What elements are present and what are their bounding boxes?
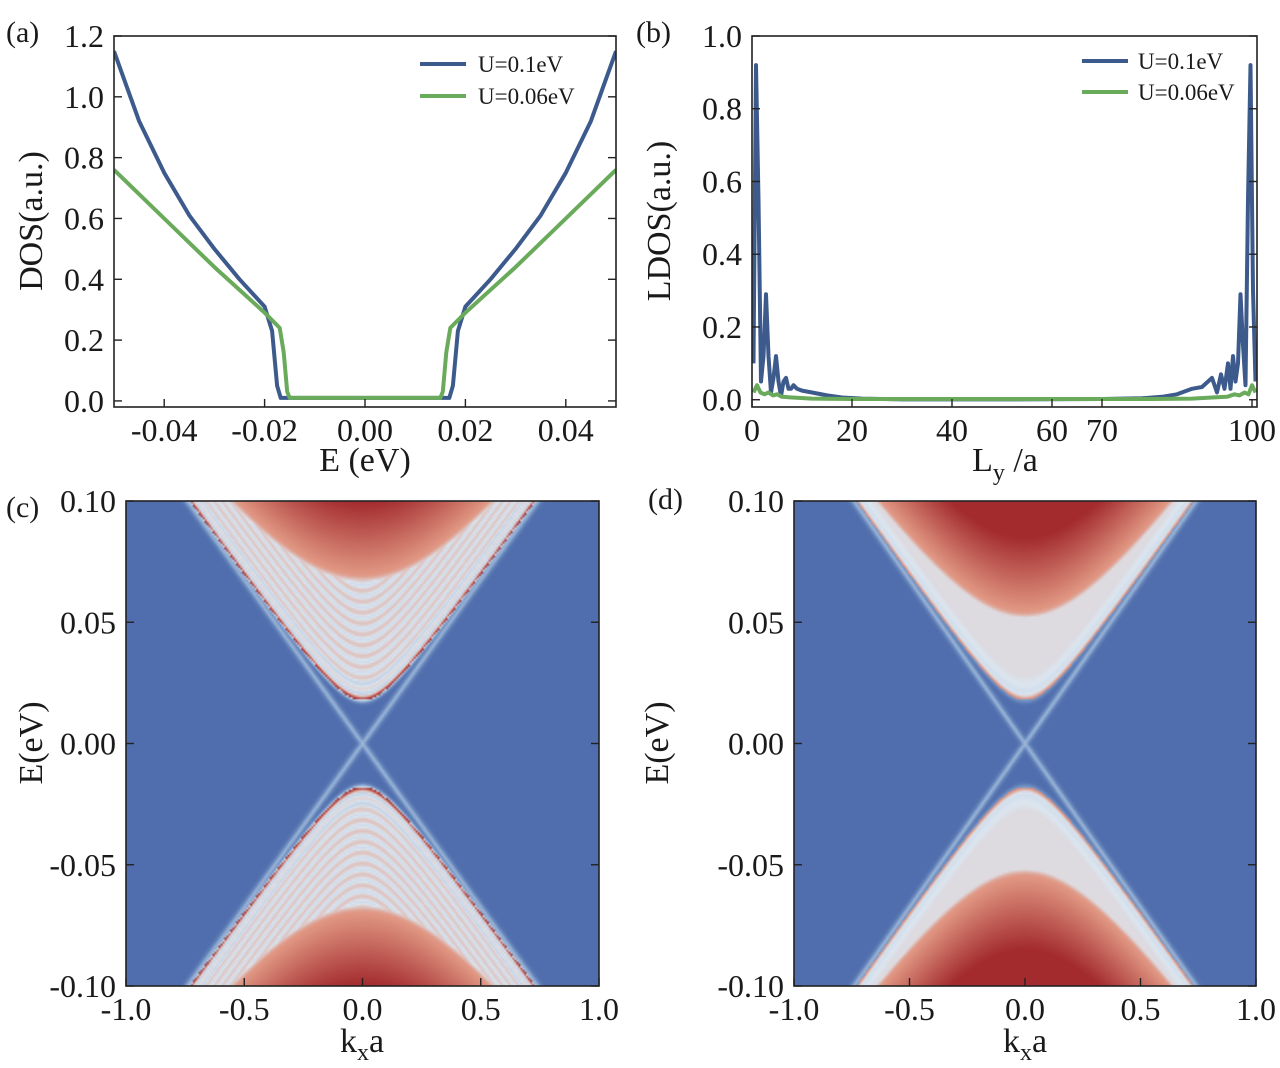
panel-a-label: (a) bbox=[6, 16, 39, 49]
panel-d-xtick-label: 1.0 bbox=[1236, 991, 1276, 1027]
panel-d-xtick-label: 0.5 bbox=[1121, 991, 1161, 1027]
panel-b-series-layer bbox=[752, 63, 1257, 402]
panel-b-xtick-label: 20 bbox=[836, 412, 868, 448]
panel-c-heatmap bbox=[126, 501, 599, 986]
panel-d-ytick-label: 0.10 bbox=[728, 483, 784, 519]
panel-d-ytick-label: -0.05 bbox=[717, 847, 784, 883]
panel-b-ytick-label: 0.0 bbox=[702, 382, 742, 418]
panel-d-xlabel: kxa bbox=[1003, 1023, 1047, 1063]
panel-c-xtick-label: 0.5 bbox=[461, 991, 501, 1027]
panel-c: (c) -1.0 -0.5 0.0 0.5 1.0 0.10 0.05 0.00 -0.05 -0… bbox=[6, 483, 619, 1066]
panel-c-label: (c) bbox=[6, 491, 39, 524]
panel-a-ytick-label: 0.4 bbox=[64, 261, 104, 297]
panel-a-xtick-label: 0.02 bbox=[437, 412, 493, 448]
panel-b-series-2-line bbox=[752, 383, 1257, 401]
panel-a-ylabel: DOS(a.u.) bbox=[13, 151, 50, 291]
panel-c-ytick-label: -0.05 bbox=[49, 847, 116, 883]
panel-c-ytick-label: 0.00 bbox=[60, 726, 116, 762]
panel-b-ylabel: LDOS(a.u.) bbox=[641, 141, 678, 302]
panel-c-xlabel-sub: x bbox=[357, 1040, 369, 1063]
panel-c-xtick-label: 1.0 bbox=[579, 991, 619, 1027]
panel-b-xtick-label: 40 bbox=[936, 412, 968, 448]
panel-c-xtick-label: -1.0 bbox=[101, 991, 152, 1027]
panel-b-legend: U=0.1eV U=0.06eV bbox=[1082, 49, 1235, 105]
panel-d-ticks: -1.0 -0.5 0.0 0.5 1.0 0.10 0.05 0.00 -0.05 -0.10 bbox=[717, 483, 1276, 1027]
panel-a-ytick-label: 0.8 bbox=[64, 140, 104, 176]
panel-a-xtick-label: 0.00 bbox=[337, 412, 393, 448]
panel-b-xtick-label: 0 bbox=[744, 412, 760, 448]
panel-b-xtick-label: 60 bbox=[1036, 412, 1068, 448]
panel-b-xtick-label: 70 bbox=[1086, 412, 1118, 448]
panel-c-xtick-label: -0.5 bbox=[219, 991, 270, 1027]
panel-a-ticks: -0.04 -0.02 0.00 0.02 0.04 0.0 0.2 0.4 0.6 0.8 1.0… bbox=[64, 18, 616, 448]
panel-d-ytick-label: 0.05 bbox=[728, 604, 784, 640]
panel-d-label: (d) bbox=[648, 483, 683, 516]
panel-a-legend: U=0.1eV U=0.06eV bbox=[420, 52, 575, 109]
panel-b-ytick-label: 0.2 bbox=[702, 309, 742, 345]
panel-c-ytick-label: 0.05 bbox=[60, 604, 116, 640]
panel-c-ytick-label: 0.10 bbox=[60, 483, 116, 519]
panel-d-xtick-label: 0.0 bbox=[1005, 991, 1045, 1027]
panel-b-ytick-label: 0.8 bbox=[702, 91, 742, 127]
panel-c-ticks: -1.0 -0.5 0.0 0.5 1.0 0.10 0.05 0.00 -0.05 -0.10 bbox=[49, 483, 619, 1027]
panel-a-ytick-label: 1.0 bbox=[64, 79, 104, 115]
panel-d-xtick-label: -1.0 bbox=[769, 991, 820, 1027]
panel-c-xlabel-tail: a bbox=[369, 1023, 384, 1060]
panel-b: (b) 0 20 40 60 70 100 0.0 0.2 0.4 0.6 0.8 1.0 Ly /a… bbox=[636, 16, 1276, 486]
panel-b-xlabel-main: L bbox=[972, 442, 993, 479]
panel-b-xlabel: Ly /a bbox=[972, 442, 1038, 486]
panel-a-ytick-label: 0.0 bbox=[64, 383, 104, 419]
panel-a-xtick-label: -0.04 bbox=[131, 412, 198, 448]
panel-a-ytick-label: 1.2 bbox=[64, 18, 104, 54]
panel-a: (a) -0.04 -0.02 0.00 0.02 0.04 0.0 0.2 0.4 0.6 0.… bbox=[6, 16, 617, 479]
panel-d-xlabel-sub: x bbox=[1020, 1040, 1032, 1063]
panel-b-ytick-label: 1.0 bbox=[702, 18, 742, 54]
panel-c-xtick-label: 0.0 bbox=[343, 991, 383, 1027]
panel-d-ytick-label: 0.00 bbox=[728, 726, 784, 762]
panel-d-ylabel: E(eV) bbox=[639, 701, 676, 784]
panel-b-frame bbox=[751, 35, 1258, 408]
panel-b-xlabel-sub: y bbox=[993, 460, 1005, 486]
panel-d-heatmap bbox=[794, 501, 1256, 986]
legend-a-label-1: U=0.1eV bbox=[478, 52, 564, 77]
panel-a-ytick-label: 0.2 bbox=[64, 322, 104, 358]
panel-d-xlabel-main: k bbox=[1003, 1023, 1020, 1060]
panel-a-series-layer bbox=[114, 50, 616, 400]
panel-c-xlabel-main: k bbox=[340, 1023, 357, 1060]
panel-a-xtick-label: -0.02 bbox=[231, 412, 298, 448]
panel-a-series-2-line bbox=[114, 168, 616, 400]
legend-b-label-2: U=0.06eV bbox=[1138, 80, 1235, 105]
panel-c-xlabel: kxa bbox=[340, 1023, 384, 1063]
panel-a-ytick-label: 0.6 bbox=[64, 200, 104, 236]
panel-b-xtick-label: 100 bbox=[1228, 412, 1276, 448]
panel-b-label: (b) bbox=[636, 16, 671, 49]
panel-b-series-1-line bbox=[752, 63, 1257, 402]
panel-d-xlabel-tail: a bbox=[1032, 1023, 1047, 1060]
panel-c-ytick-label: -0.10 bbox=[49, 968, 116, 1004]
panel-b-ytick-label: 0.4 bbox=[702, 236, 742, 272]
panel-b-ytick-label: 0.6 bbox=[702, 163, 742, 199]
legend-b-label-1: U=0.1eV bbox=[1138, 49, 1224, 74]
panel-d-ytick-label: -0.10 bbox=[717, 968, 784, 1004]
legend-a-label-2: U=0.06eV bbox=[478, 84, 575, 109]
panel-b-ticks: 0 20 40 60 70 100 0.0 0.2 0.4 0.6 0.8 1.0 bbox=[702, 18, 1276, 448]
panel-d-xtick-label: -0.5 bbox=[884, 991, 935, 1027]
panel-b-xlabel-tail: /a bbox=[1005, 442, 1038, 479]
panel-a-xtick-label: 0.04 bbox=[538, 412, 594, 448]
panel-c-ylabel: E(eV) bbox=[13, 701, 50, 784]
panel-d: (d) -1.0 -0.5 0.0 0.5 1.0 0.10 0.05 0.00 -0.05 -0… bbox=[639, 483, 1276, 1066]
panel-a-xlabel: E (eV) bbox=[319, 442, 411, 479]
